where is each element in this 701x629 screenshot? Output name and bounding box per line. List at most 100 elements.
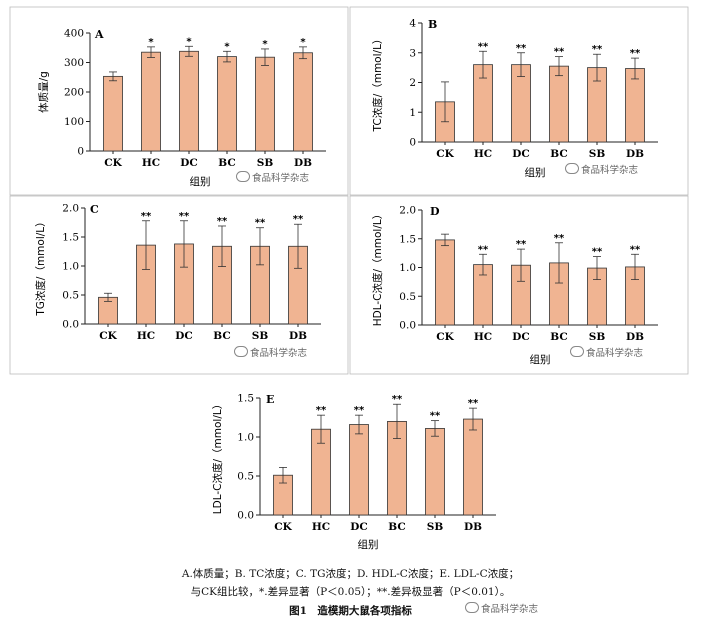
figure-legend-line1: A.体质量；B. TC浓度；C. TG浓度；D. HDL-C浓度；E. LDL-… bbox=[181, 568, 520, 580]
significance-mark: ** bbox=[255, 218, 266, 229]
y-tick-label: 200 bbox=[64, 87, 84, 99]
x-tick-label: BC bbox=[388, 521, 405, 533]
figure-caption: 图1 造模期大鼠各项指标 bbox=[289, 605, 412, 617]
significance-mark: ** bbox=[630, 244, 641, 255]
panel-label: D bbox=[430, 205, 440, 218]
y-tick-label: 2.0 bbox=[399, 205, 416, 217]
x-tick-label: SB bbox=[252, 330, 269, 342]
significance-mark: ** bbox=[516, 239, 527, 250]
y-tick-label: 100 bbox=[64, 116, 84, 128]
x-tick-label: CK bbox=[436, 148, 454, 160]
y-tick-label: 300 bbox=[64, 57, 84, 69]
y-tick-label: 1.0 bbox=[399, 262, 416, 274]
y-tick-label: 0 bbox=[409, 137, 416, 149]
x-tick-label: DB bbox=[464, 521, 482, 533]
x-tick-label: BC bbox=[218, 157, 235, 169]
y-tick-label: 0.5 bbox=[62, 290, 79, 302]
y-tick-label: 1.0 bbox=[62, 261, 79, 273]
panel-frame bbox=[349, 6, 689, 196]
significance-mark: ** bbox=[478, 41, 489, 52]
significance-mark: ** bbox=[592, 247, 603, 258]
significance-mark: * bbox=[148, 37, 154, 48]
y-tick-label: 2.0 bbox=[62, 203, 79, 215]
significance-mark: ** bbox=[554, 47, 565, 58]
panel-frame bbox=[349, 195, 689, 375]
bar bbox=[349, 424, 369, 516]
y-tick-label: 0.0 bbox=[399, 320, 416, 332]
x-tick-label: CK bbox=[104, 157, 122, 169]
significance-mark: ** bbox=[554, 233, 565, 244]
watermark: 食品科学杂志 bbox=[565, 162, 638, 176]
x-tick-label: DB bbox=[626, 331, 644, 343]
y-tick-label: 1.0 bbox=[237, 432, 254, 444]
significance-mark: * bbox=[300, 37, 306, 48]
y-tick-label: 3 bbox=[409, 47, 416, 59]
panel-frame bbox=[9, 6, 349, 196]
bar bbox=[549, 65, 569, 143]
significance-mark: ** bbox=[468, 398, 479, 409]
x-tick-label: CK bbox=[99, 330, 117, 342]
x-tick-label: DC bbox=[512, 331, 529, 343]
x-tick-label: CK bbox=[274, 521, 292, 533]
y-tick-label: 0.0 bbox=[237, 510, 254, 522]
x-tick-label: HC bbox=[312, 521, 330, 533]
y-tick-label: 4 bbox=[409, 18, 416, 30]
y-tick-label: 1.5 bbox=[399, 233, 416, 245]
x-tick-label: BC bbox=[550, 331, 567, 343]
bar bbox=[625, 68, 645, 143]
y-tick-label: 2 bbox=[409, 77, 416, 89]
wechat-icon bbox=[234, 346, 248, 357]
y-tick-label: 1.5 bbox=[62, 232, 79, 244]
significance-mark: ** bbox=[630, 48, 641, 59]
x-axis-label: 组别 bbox=[358, 538, 379, 551]
bar bbox=[103, 75, 123, 152]
watermark: 食品科学杂志 bbox=[570, 345, 643, 359]
x-tick-label: HC bbox=[142, 157, 160, 169]
significance-mark: ** bbox=[293, 214, 304, 225]
significance-mark: ** bbox=[141, 211, 152, 222]
significance-mark: * bbox=[186, 36, 192, 47]
x-tick-label: DB bbox=[289, 330, 307, 342]
x-tick-label: SB bbox=[257, 157, 274, 169]
significance-mark: ** bbox=[316, 405, 327, 416]
y-tick-label: 0 bbox=[77, 146, 84, 158]
significance-mark: ** bbox=[516, 43, 527, 54]
y-tick-label: 1.5 bbox=[237, 393, 254, 405]
x-axis-label: 组别 bbox=[530, 353, 551, 366]
watermark: 食品科学杂志 bbox=[234, 345, 307, 359]
watermark: 食品科学杂志 bbox=[465, 601, 538, 615]
figure-legend-line2: 与CK组比较，*.差异显著（P＜0.05）；**.差异极显著（P＜0.01）。 bbox=[190, 586, 511, 598]
wechat-icon bbox=[565, 163, 579, 174]
panel-label: C bbox=[90, 203, 99, 216]
significance-mark: ** bbox=[217, 216, 228, 227]
panel-label: E bbox=[266, 393, 274, 406]
significance-mark: * bbox=[262, 39, 268, 50]
significance-mark: ** bbox=[179, 211, 190, 222]
x-tick-label: DC bbox=[180, 157, 197, 169]
y-tick-label: 0.0 bbox=[62, 319, 79, 331]
bar bbox=[179, 50, 199, 152]
watermark: 食品科学杂志 bbox=[236, 170, 309, 184]
panel-label: B bbox=[428, 18, 437, 31]
x-tick-label: DB bbox=[294, 157, 312, 169]
significance-mark: ** bbox=[478, 244, 489, 255]
y-tick-label: 0.5 bbox=[237, 471, 254, 483]
bar bbox=[217, 56, 237, 152]
bar bbox=[293, 52, 313, 152]
bar bbox=[435, 239, 455, 326]
y-axis-label: LDL-C浓度/（mmol/L） bbox=[211, 399, 224, 514]
x-tick-label: SB bbox=[589, 331, 606, 343]
y-tick-label: 1 bbox=[409, 107, 416, 119]
significance-mark: ** bbox=[430, 411, 441, 422]
y-axis-label: TC浓度/（mmol/L） bbox=[371, 34, 384, 133]
x-tick-label: HC bbox=[474, 331, 492, 343]
significance-mark: * bbox=[224, 41, 230, 52]
panel-label: A bbox=[94, 28, 104, 41]
x-tick-label: HC bbox=[474, 148, 492, 160]
bar bbox=[141, 51, 161, 152]
x-tick-label: SB bbox=[589, 148, 606, 160]
y-tick-label: 400 bbox=[64, 28, 84, 40]
x-tick-label: SB bbox=[427, 521, 444, 533]
y-axis-label: 体质量/g bbox=[38, 71, 50, 113]
